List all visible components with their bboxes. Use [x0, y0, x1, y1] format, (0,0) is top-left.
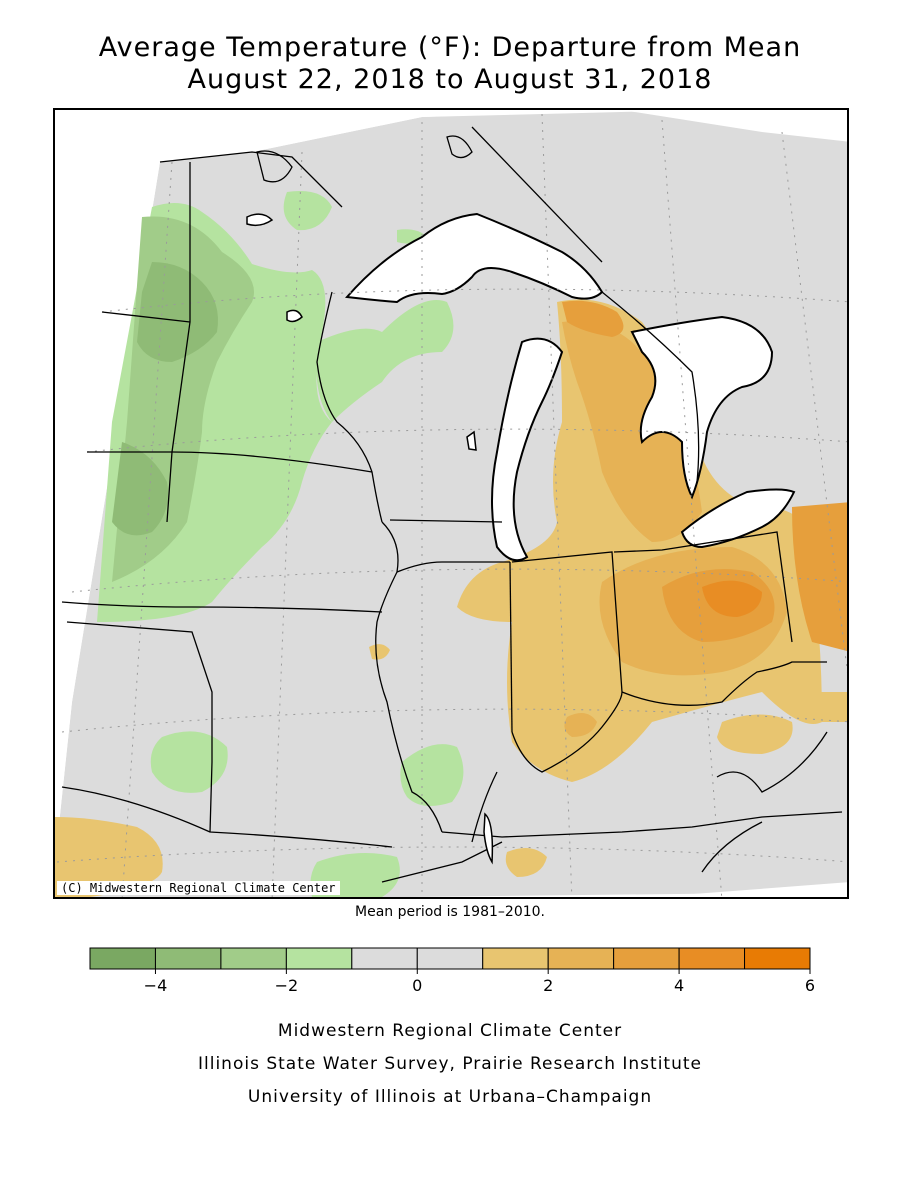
legend-tick-label: 6	[805, 976, 815, 995]
cool-anomaly-dakotas-strong	[137, 262, 218, 362]
color-legend: −4 −2 0 2 4 6	[89, 947, 815, 995]
warm-anomaly-pa	[792, 502, 847, 651]
legend-swatch	[89, 947, 156, 970]
warm-anomaly-up-mi	[562, 300, 624, 337]
cool-anomaly-mn-border	[283, 191, 332, 231]
legend-tick-label: 0	[412, 976, 422, 995]
cool-anomaly-dakotas-strong-2	[112, 442, 168, 536]
legend-swatch	[416, 947, 484, 970]
legend-swatch	[351, 947, 418, 970]
warm-anomaly-ne	[55, 817, 163, 897]
temperature-departure-map	[55, 110, 847, 897]
outside-domain	[55, 110, 702, 862]
lake-erie	[680, 488, 796, 549]
credit-isws: Illinois State Water Survey, Prairie Res…	[198, 1054, 702, 1074]
legend-swatch	[744, 947, 811, 970]
lake-michigan	[491, 337, 564, 562]
graticule	[56, 113, 847, 897]
legend-tick-label: −2	[275, 976, 299, 995]
map-date-range: August 22, 2018 to August 31, 2018	[187, 64, 713, 95]
legend-swatch	[285, 947, 353, 970]
warm-anomaly-il	[369, 644, 390, 660]
legend-swatch	[220, 947, 287, 970]
map-panel: (C) Midwestern Regional Climate Center	[53, 108, 849, 899]
warm-anomaly-ky	[717, 714, 793, 754]
warm-anomaly-in-south	[564, 713, 597, 737]
legend-swatch	[482, 947, 549, 970]
legend-swatch	[154, 947, 222, 970]
legend-tick-label: −4	[144, 976, 168, 995]
legend-tick-label: 4	[674, 976, 684, 995]
warm-anomaly-tn	[505, 848, 547, 877]
legend-tick-label: 2	[543, 976, 553, 995]
lake-superior	[344, 212, 604, 304]
legend-swatch	[613, 947, 680, 970]
state-boundaries	[61, 126, 843, 883]
legend-swatch	[678, 947, 746, 970]
warm-anomaly-michigan-core	[562, 321, 702, 542]
cool-anomaly-minnesota-wi	[316, 300, 454, 422]
cool-anomaly-ia-south	[150, 731, 228, 793]
warm-anomaly-ohio-max	[702, 580, 762, 617]
cool-anomaly-mo-east	[400, 744, 464, 806]
map-title: Average Temperature (°F): Departure from…	[98, 32, 802, 63]
credit-uiuc: University of Illinois at Urbana–Champai…	[247, 1087, 653, 1107]
lake-huron	[630, 315, 774, 500]
legend-swatch	[547, 947, 615, 970]
copyright-notice: (C) Midwestern Regional Climate Center	[57, 881, 340, 895]
mean-period-note: Mean period is 1981–2010.	[355, 904, 545, 920]
credit-mrcc: Midwestern Regional Climate Center	[277, 1021, 623, 1041]
